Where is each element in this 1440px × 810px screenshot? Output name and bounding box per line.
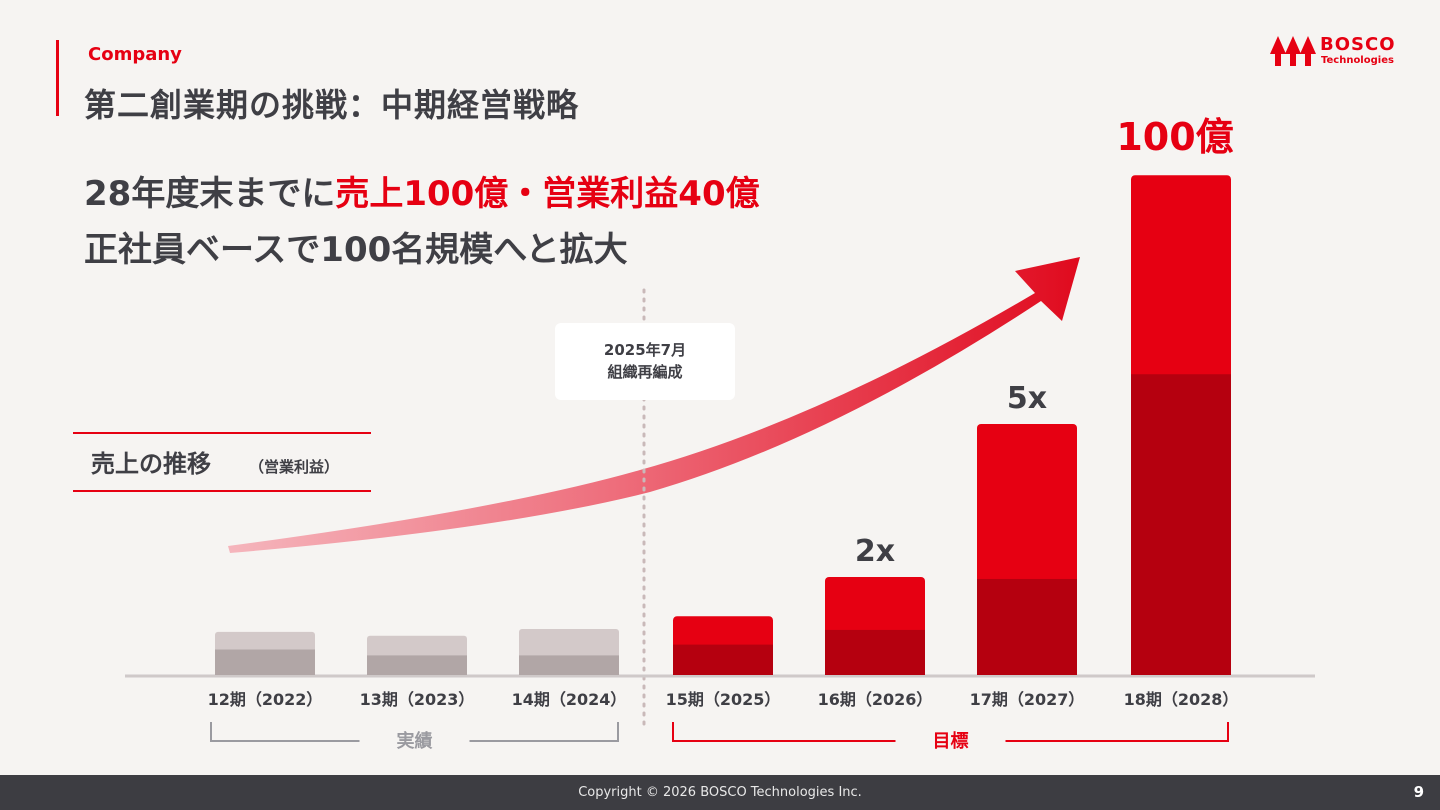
copyright: Copyright © 2026 BOSCO Technologies Inc. (578, 785, 862, 800)
profit-bar (367, 655, 467, 675)
data-label: 2x (855, 534, 895, 569)
target-group-label: 目標 (933, 730, 969, 752)
sales-chart: 12期（2022） 13期（2023） 14期（2024） 15期（2025） 16期（… (125, 115, 1315, 752)
actual-bracket-left (210, 722, 360, 742)
x-tick-label: 16期（2026） (818, 690, 933, 709)
tree-logo-icon (1270, 36, 1316, 66)
logo-wordmark: BOSCO (1320, 34, 1396, 55)
sales-trend-label: 売上の推移 （営業利益） (73, 432, 371, 492)
profit-bar (519, 655, 619, 675)
footer: Copyright © 2026 BOSCO Technologies Inc.… (0, 775, 1440, 810)
x-tick-label: 17期（2027） (970, 690, 1085, 709)
data-label: 5x (1007, 381, 1047, 416)
profit-bar (1131, 374, 1231, 675)
x-tick-label: 13期（2023） (360, 690, 475, 709)
headline-line-1: 28年度末までに売上100億・営業利益40億 (84, 166, 760, 222)
sales-trend-title: 売上の推移 (91, 450, 211, 478)
growth-arrow-icon (228, 257, 1080, 553)
actual-group-label: 実績 (397, 730, 433, 752)
reorg-badge: 2025年7月 組織再編成 (555, 323, 735, 400)
page-title: 第二創業期の挑戦：中期経営戦略 (84, 86, 580, 124)
x-tick-label: 12期（2022） (208, 690, 323, 709)
headline-line-2: 正社員ベースで100名規模へと拡大 (84, 230, 628, 270)
target-bracket-right (1005, 722, 1229, 742)
logo-subtitle: Technologies (1321, 55, 1394, 66)
actual-bracket-right (469, 722, 619, 742)
profit-bar (673, 644, 773, 675)
profit-bar (215, 649, 315, 675)
x-tick-label: 14期（2024） (512, 690, 627, 709)
target-bracket-left (672, 722, 896, 742)
x-tick-label: 15期（2025） (666, 690, 781, 709)
section-label: Company (88, 44, 182, 65)
headline-highlight: 売上100億・営業利益40億 (335, 174, 760, 214)
x-tick-label: 18期（2028） (1124, 690, 1239, 709)
profit-bar (825, 629, 925, 675)
company-logo: BOSCO Technologies (1270, 34, 1405, 74)
headline-prefix: 28年度末までに (84, 174, 336, 214)
data-label: 100億 (1116, 115, 1233, 159)
sales-trend-subtitle: （営業利益） (249, 458, 340, 476)
headline: 28年度末までに売上100億・営業利益40億 正社員ベースで100名規模へと拡大 (84, 166, 760, 278)
page-number: 9 (1413, 783, 1424, 801)
section-accent-bar (56, 40, 59, 116)
reorg-text: 組織再編成 (607, 363, 683, 381)
profit-bar (977, 578, 1077, 675)
reorg-date: 2025年7月 (603, 341, 687, 359)
